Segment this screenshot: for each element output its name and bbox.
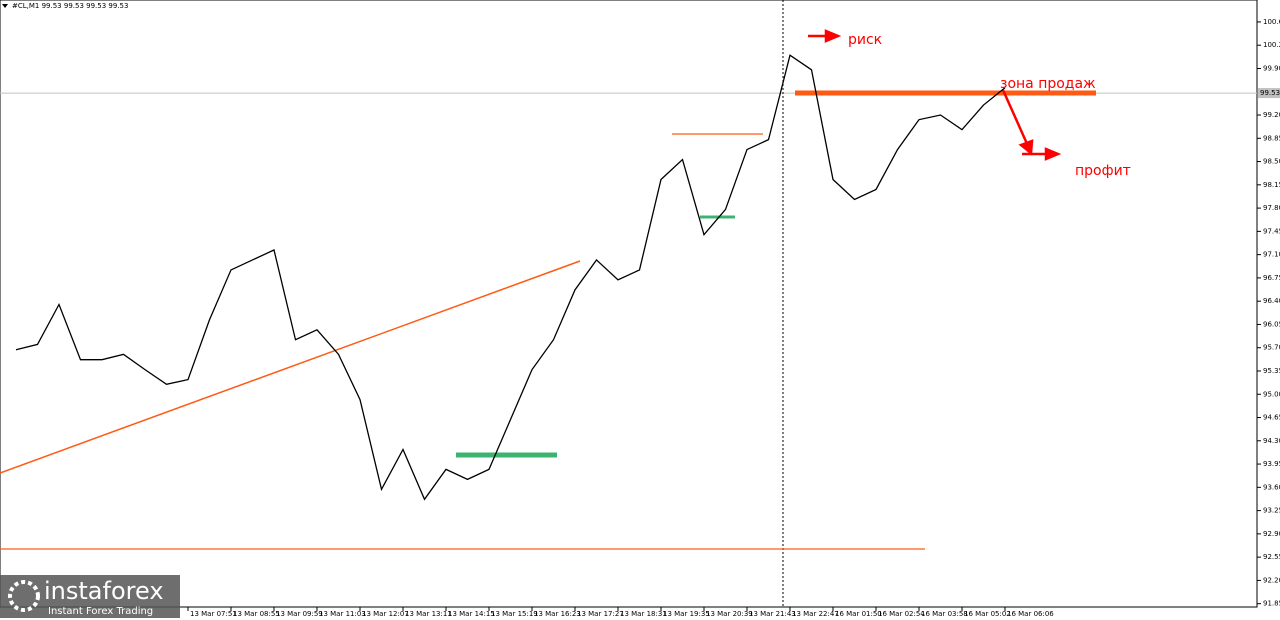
y-tick-label: 99.20 bbox=[1263, 111, 1280, 119]
x-tick-label: 16 Mar 01:50 bbox=[835, 610, 882, 618]
x-tick-label: 13 Mar 16:23 bbox=[534, 610, 581, 618]
x-tick-label: 13 Mar 17:27 bbox=[577, 610, 624, 618]
logo-name: instaforex bbox=[44, 577, 164, 605]
logo-slogan: Instant Forex Trading bbox=[48, 606, 153, 617]
x-tick-label: 13 Mar 12:07 bbox=[362, 610, 409, 618]
y-tick-label: 96.40 bbox=[1263, 297, 1280, 305]
y-tick-label: 91.85 bbox=[1263, 600, 1280, 608]
x-tick-label: 13 Mar 20:39 bbox=[706, 610, 753, 618]
y-tick-label: 100.60 bbox=[1263, 18, 1280, 26]
x-tick-label: 13 Mar 14:15 bbox=[448, 610, 495, 618]
y-tick-label: 92.90 bbox=[1263, 530, 1280, 538]
x-tick-label: 16 Mar 03:58 bbox=[921, 610, 968, 618]
y-tick-label: 95.35 bbox=[1263, 367, 1280, 375]
x-tick-label: 16 Mar 06:06 bbox=[1007, 610, 1054, 618]
x-tick-label: 13 Mar 19:35 bbox=[663, 610, 710, 618]
y-tick-label: 98.50 bbox=[1263, 158, 1280, 166]
x-tick-label: 13 Mar 09:59 bbox=[276, 610, 323, 618]
menu-icon[interactable] bbox=[2, 4, 8, 8]
y-tick-label: 97.10 bbox=[1263, 251, 1280, 259]
y-tick-label: 93.25 bbox=[1263, 507, 1280, 515]
y-tick-label: 92.55 bbox=[1263, 553, 1280, 561]
x-tick-label: 16 Mar 02:54 bbox=[878, 610, 925, 618]
y-tick-label: 93.95 bbox=[1263, 460, 1280, 468]
y-tick-label: 97.80 bbox=[1263, 204, 1280, 212]
x-tick-label: 13 Mar 22:47 bbox=[792, 610, 839, 618]
annotation: профит bbox=[1075, 163, 1131, 179]
x-tick-label: 13 Mar 11:03 bbox=[319, 610, 366, 618]
y-tick-label: 94.30 bbox=[1263, 437, 1280, 445]
price-line bbox=[15, 54, 1006, 501]
x-tick-label: 13 Mar 15:19 bbox=[491, 610, 538, 618]
y-tick-label: 93.60 bbox=[1263, 483, 1280, 491]
symbol-header: #CL,M1 99.53 99.53 99.53 99.53 bbox=[12, 2, 128, 10]
annotation: зона продаж bbox=[1000, 76, 1096, 92]
logo: instaforex Instant Forex Trading bbox=[0, 575, 180, 618]
y-tick-label: 98.85 bbox=[1263, 134, 1280, 142]
last-price-label: 99.53 bbox=[1260, 89, 1280, 97]
x-tick-label: 13 Mar 08:55 bbox=[233, 610, 280, 618]
y-tick-label: 96.75 bbox=[1263, 274, 1280, 282]
y-tick-label: 97.45 bbox=[1263, 227, 1280, 235]
x-tick-label: 13 Mar 18:31 bbox=[620, 610, 667, 618]
arrows bbox=[808, 29, 1062, 161]
y-tick-label: 95.70 bbox=[1263, 344, 1280, 352]
y-tick-label: 96.05 bbox=[1263, 320, 1280, 328]
annotation: риск bbox=[848, 32, 882, 48]
last-price-box bbox=[1258, 88, 1280, 99]
x-tick-label: 13 Mar 21:43 bbox=[749, 610, 796, 618]
trend-line bbox=[0, 260, 581, 474]
y-tick-label: 100.25 bbox=[1263, 41, 1280, 49]
plot-frame bbox=[0, 0, 1258, 608]
x-tick-label: 16 Mar 05:02 bbox=[964, 610, 1011, 618]
y-tick-label: 92.20 bbox=[1263, 576, 1280, 584]
x-tick-label: 13 Mar 13:11 bbox=[405, 610, 452, 618]
y-tick-label: 99.90 bbox=[1263, 64, 1280, 72]
x-tick-label: 13 Mar 07:51 bbox=[190, 610, 237, 618]
y-tick-label: 94.65 bbox=[1263, 414, 1280, 422]
y-tick-label: 98.15 bbox=[1263, 181, 1280, 189]
y-tick-label: 95.00 bbox=[1263, 390, 1280, 398]
